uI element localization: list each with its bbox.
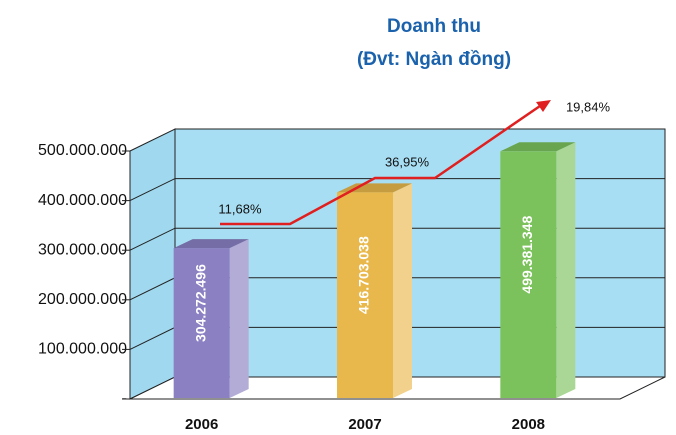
value-label: 499.381.348 (519, 216, 535, 294)
bar (173, 248, 230, 398)
growth-line (220, 104, 541, 226)
chart-title: Doanh thu (387, 16, 481, 37)
x-tick-label: 2008 (512, 416, 545, 433)
bar (337, 192, 393, 398)
y-tick-label: 200.000.000 (38, 291, 127, 308)
value-label: 304.272.496 (192, 264, 208, 342)
chart-subtitle: (Đvt: Ngàn đồng) (357, 49, 511, 70)
bar-side (229, 239, 249, 398)
y-tick-label: 500.000.000 (38, 142, 127, 159)
x-tick-label: 2006 (185, 416, 218, 433)
bar (500, 151, 557, 398)
left-wall (129, 128, 176, 400)
annotation: 11,68% (218, 201, 262, 216)
bars: 304.272.496 416.703.038 499.381.348 (173, 142, 576, 398)
annotation: 19,84% (566, 99, 611, 114)
bar-top (173, 239, 249, 249)
bar-side (393, 183, 412, 398)
x-tick-label: 2007 (348, 416, 381, 433)
bar-top (500, 142, 576, 152)
annotation: 36,95% (385, 154, 430, 169)
bar-top (337, 183, 412, 193)
y-tick-label: 300.000.000 (38, 241, 127, 258)
growth-arrow (536, 100, 551, 112)
y-tick-label: 400.000.000 (38, 192, 127, 209)
bar-side (556, 142, 576, 398)
value-label: 416.703.038 (356, 236, 372, 314)
y-tick-label: 100.000.000 (38, 341, 127, 358)
